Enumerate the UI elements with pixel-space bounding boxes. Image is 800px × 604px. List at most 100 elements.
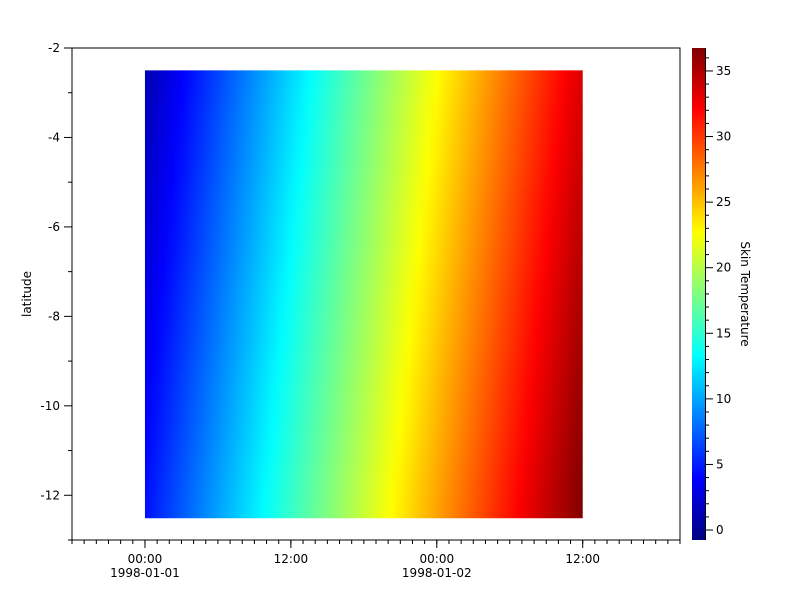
heatmap-cell-row (144, 221, 583, 228)
heatmap-cell-row (144, 249, 583, 256)
heatmap-cell-row (144, 204, 583, 211)
heatmap-cell-row (144, 81, 583, 88)
colorbar-tick-label: 10 (716, 392, 731, 406)
heatmap-cell-row (144, 137, 583, 144)
colorbar-tick-label: 0 (716, 523, 724, 537)
heatmap-cell-row (144, 254, 583, 262)
heatmap-cell-row (144, 422, 583, 429)
colorbar-tick-label: 25 (716, 195, 731, 209)
heatmap-cell-row (144, 171, 583, 178)
heatmap-cell-row (144, 383, 583, 390)
y-tick-label: -8 (48, 309, 60, 323)
colorbar-tick-label: 5 (716, 457, 724, 471)
heatmap-cell-row (144, 187, 583, 194)
heatmap-cell-row (144, 461, 583, 468)
heatmap-cell-row (144, 182, 583, 189)
heatmap-cell-row (144, 126, 583, 133)
heatmap-cell-row (144, 361, 583, 368)
x-tick-sublabel: 1998-01-02 (402, 566, 472, 580)
x-tick-sublabel: 1998-01-01 (110, 566, 180, 580)
heatmap-cell-row (144, 193, 583, 200)
heatmap-cell-row (144, 288, 583, 295)
heatmap-cell-row (144, 389, 583, 396)
heatmap-cell-row (144, 450, 583, 457)
heatmap-cell-row (144, 271, 583, 278)
heatmap-cell-row (144, 355, 583, 362)
heatmap-cell-row (144, 478, 583, 485)
x-tick-label: 00:00 (128, 552, 163, 566)
heatmap-cell-row (144, 500, 583, 508)
heatmap-cell-row (144, 417, 583, 424)
heatmap-cell-row (144, 512, 583, 519)
y-axis: -2 -4 -6 -8 -10 -12 (40, 41, 72, 541)
y-tick-label: -4 (48, 130, 60, 144)
heatmap-cell-row (144, 198, 583, 206)
x-tick-label: 12:00 (274, 552, 309, 566)
heatmap-cell-row (144, 87, 583, 94)
heatmap-cell-row (144, 103, 583, 111)
y-tick-label: -2 (48, 41, 60, 55)
heatmap-cell-row (144, 433, 583, 440)
heatmap-cell-row (144, 299, 583, 306)
heatmap-cell-row (144, 154, 583, 161)
heatmap-cell-row (144, 372, 583, 379)
heatmap-cell-row (144, 294, 583, 301)
heatmap-cell-row (144, 338, 583, 345)
heatmap-cell-row (144, 165, 583, 172)
heatmap-cell-row (144, 439, 583, 446)
heatmap-cell-row (144, 411, 583, 418)
colorbar-tick-label: 30 (716, 130, 731, 144)
colorbar-tick-label: 35 (716, 64, 731, 78)
heatmap-cell-row (144, 327, 583, 334)
heatmap-cell-row (144, 210, 583, 217)
heatmap-cell-row (144, 456, 583, 463)
heatmap-cell-row (144, 70, 583, 77)
heatmap-cells (144, 70, 583, 519)
heatmap-cell-row (144, 176, 583, 183)
heatmap-cell-row (144, 226, 583, 234)
heatmap-cell-row (144, 405, 583, 413)
heatmap-cell-row (144, 266, 583, 273)
heatmap-cell-row (144, 232, 583, 239)
heatmap-cell-row (144, 316, 583, 323)
heatmap-cell-row (144, 243, 583, 250)
colorbar-tick-label: 20 (716, 261, 731, 275)
heatmap-cell-row (144, 321, 583, 329)
y-axis-label: latitude (20, 271, 34, 317)
heatmap-cell-row (144, 489, 583, 496)
x-tick-label: 12:00 (565, 552, 600, 566)
x-tick-label: 00:00 (420, 552, 455, 566)
heatmap-cell-row (144, 109, 583, 116)
heatmap-cell-row (144, 215, 583, 222)
heatmap-cell-row (144, 394, 583, 401)
heatmap-cell-row (144, 148, 583, 155)
colorbar-fill (692, 48, 705, 540)
heatmap-cell-row (144, 333, 583, 340)
heatmap-cell-row (144, 349, 583, 357)
colorbar: 0 5 10 15 20 25 30 35 (692, 48, 731, 540)
heatmap-cell-row (144, 444, 583, 452)
heatmap-cell-row (144, 75, 583, 83)
heatmap-cell-row (144, 484, 583, 491)
colorbar-tick-label: 15 (716, 326, 731, 340)
heatmap-cell-row (144, 310, 583, 317)
heatmap-cell-row (144, 120, 583, 127)
heatmap-cell-row (144, 305, 583, 312)
heatmap-cell-row (144, 467, 583, 474)
heatmap-cell-row (144, 159, 583, 167)
heatmap-cell-row (144, 366, 583, 373)
heatmap-cell-row (144, 238, 583, 245)
y-tick-label: -12 (40, 488, 60, 502)
heatmap-cell-row (144, 506, 583, 513)
heatmap-cell-row (144, 495, 583, 502)
heatmap-cell-row (144, 260, 583, 267)
heatmap-cell-row (144, 282, 583, 290)
heatmap-cell-row (144, 92, 583, 99)
heatmap-cell-row (144, 98, 583, 105)
heatmap-cell-row (144, 400, 583, 407)
heatmap-cell-row (144, 377, 583, 385)
heatmap-cell-row (144, 472, 583, 480)
heatmap-cell-row (144, 131, 583, 139)
